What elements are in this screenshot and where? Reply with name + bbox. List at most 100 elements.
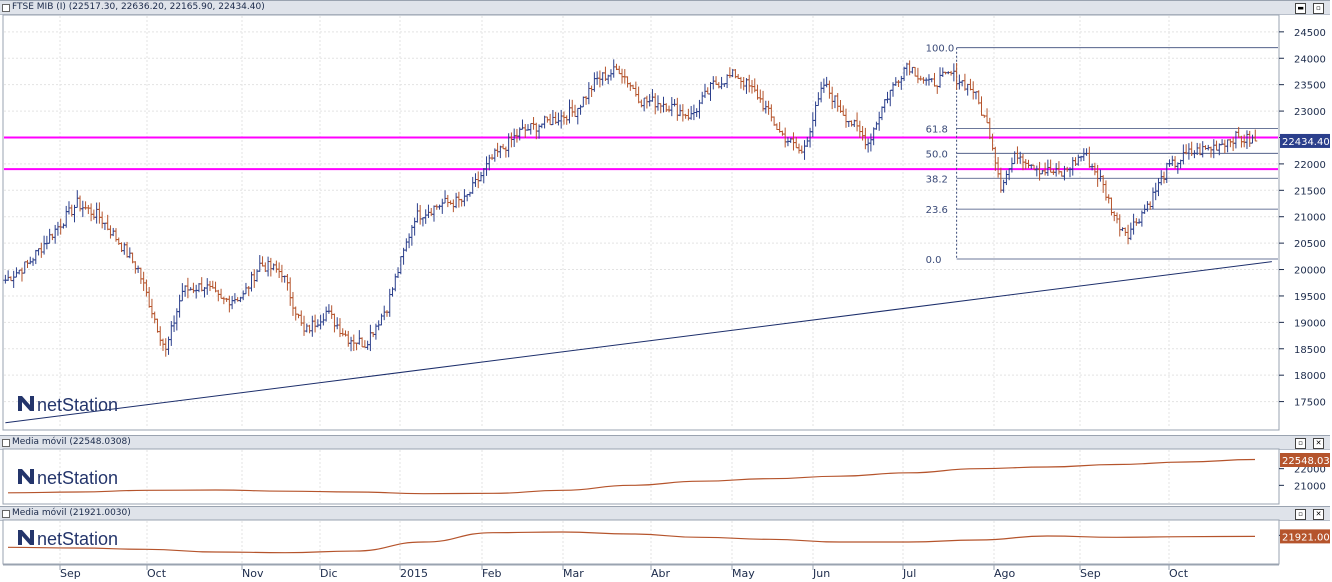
ohlc-bar (1095, 164, 1100, 187)
pane-menu-icon[interactable] (2, 439, 10, 447)
ohlc-bar (1103, 180, 1108, 201)
pane-menu-icon[interactable] (2, 510, 10, 518)
ohlc-bar (1009, 157, 1014, 173)
ohlc-bar (1153, 182, 1158, 201)
main-pane-buttons: ▬ ▫ (1291, 2, 1324, 15)
ohlc-bar (495, 142, 500, 157)
fib-level-label: 50.0 (926, 149, 948, 160)
ma2-logo: netStation (18, 529, 118, 549)
ohlc-bar (313, 314, 318, 333)
ohlc-bar (719, 76, 724, 90)
maximize-icon[interactable]: ▫ (1313, 3, 1324, 14)
ohlc-bar (1051, 168, 1056, 175)
ohlc-bar (838, 99, 843, 113)
last-price-tag-text: 22434.40 (1282, 137, 1330, 148)
last-price-tag: 22434.40 (1280, 133, 1330, 148)
ohlc-bar (44, 235, 49, 250)
close-icon[interactable]: ✕ (1313, 509, 1324, 520)
ohlc-bar (697, 99, 702, 119)
maximize-icon[interactable]: ▫ (1295, 509, 1307, 520)
ma1-last-tag-text: 22548.03 (1282, 456, 1330, 467)
ohlc-bar (382, 305, 387, 321)
ohlc-bar (1209, 146, 1214, 158)
ohlc-bar (108, 225, 113, 239)
ohlc-bar (561, 111, 566, 125)
ohlc-bar (1120, 227, 1125, 232)
ohlc-bar (1195, 142, 1200, 155)
ohlc-bar (335, 317, 340, 330)
ohlc-bar (1150, 187, 1155, 210)
ohlc-bar (263, 262, 268, 272)
ohlc-bar (208, 280, 213, 292)
ohlc-bar (539, 123, 544, 129)
ma1-pane-title-bar[interactable]: Media móvil (22548.0308) ▫ ✕ (0, 435, 1330, 450)
support-trendline[interactable] (5, 261, 1272, 424)
ohlc-bar (431, 205, 436, 222)
ohlc-bar (69, 204, 74, 217)
ohlc-bar (191, 282, 196, 294)
main-pane-title-bar[interactable]: FTSE MIB (I) (22517.30, 22636.20, 22165.… (0, 0, 1330, 15)
ohlc-bar (976, 90, 981, 105)
ohlc-bar (655, 95, 660, 111)
ohlc-bar (50, 233, 55, 241)
ohlc-bar (573, 104, 578, 117)
ohlc-bar (332, 313, 337, 333)
ohlc-bar (307, 324, 312, 334)
minimize-icon[interactable]: ▬ (1295, 3, 1307, 14)
ohlc-bar (506, 133, 511, 158)
x-axis: Sep Oct Nov Dic 2015 Feb Mar Abr May Jun Jul Ago Sep… (3, 564, 1279, 580)
ma2-pane-title-bar[interactable]: Media móvil (21921.0030) ▫ ✕ (0, 506, 1330, 521)
ohlc-bar (149, 298, 154, 319)
ohlc-bar (620, 68, 625, 84)
ohlc-bar (91, 209, 96, 220)
ohlc-bar (1015, 146, 1020, 164)
ohlc-bar (152, 311, 157, 324)
y-tick-label: 22000 (1294, 465, 1326, 476)
ohlc-bar (133, 261, 138, 274)
ohlc-bar (581, 96, 586, 108)
ohlc-bar (274, 260, 279, 273)
x-tick-label: Sep (60, 567, 81, 580)
ohlc-bar (727, 67, 732, 79)
ohlc-bar (1037, 161, 1042, 181)
ohlc-bar (799, 145, 804, 154)
ohlc-bar (479, 171, 483, 182)
ohlc-bar (161, 338, 165, 351)
ohlc-bar (255, 269, 260, 282)
ohlc-bar (683, 113, 688, 119)
main-plot-area (2, 14, 1280, 431)
ohlc-bar (398, 256, 403, 275)
ohlc-bar (943, 71, 948, 75)
maximize-icon[interactable]: ▫ (1295, 438, 1307, 449)
ohlc-bar (915, 67, 920, 84)
ohlc-bar (993, 146, 998, 171)
ohlc-bar (575, 107, 580, 125)
fibonacci-retracement: 100.0 61.8 50.0 38.2 23.6 0.0 (926, 44, 1278, 266)
ohlc-bar (1178, 159, 1183, 169)
ma1-plot-area (2, 448, 1280, 505)
ohlc-bar (434, 204, 439, 210)
logo-text: netStation (37, 395, 118, 415)
ohlc-bar (636, 86, 641, 104)
ohlc-bar (667, 105, 672, 113)
close-icon[interactable]: ✕ (1313, 438, 1324, 449)
ohlc-bar (658, 103, 663, 114)
ohlc-bar (249, 271, 254, 292)
ohlc-bar (279, 264, 284, 283)
ohlc-bar (390, 287, 395, 297)
ohlc-bar (567, 99, 572, 124)
ohlc-bar (749, 79, 754, 94)
ohlc-bar (122, 242, 127, 255)
x-tick-label: 2015 (400, 567, 428, 580)
ohlc-bar (418, 204, 423, 225)
ohlc-bar (481, 168, 486, 184)
ohlc-bar (144, 279, 149, 297)
ohlc-bar (14, 267, 19, 278)
x-axis-labels: Sep Oct Nov Dic 2015 Feb Mar Abr May Jun Jul Ago Sep… (59, 565, 1189, 580)
ohlc-bar (1043, 162, 1048, 176)
ohlc-bar (238, 296, 243, 303)
pane-menu-icon[interactable] (2, 4, 10, 12)
ohlc-bar (564, 115, 569, 125)
